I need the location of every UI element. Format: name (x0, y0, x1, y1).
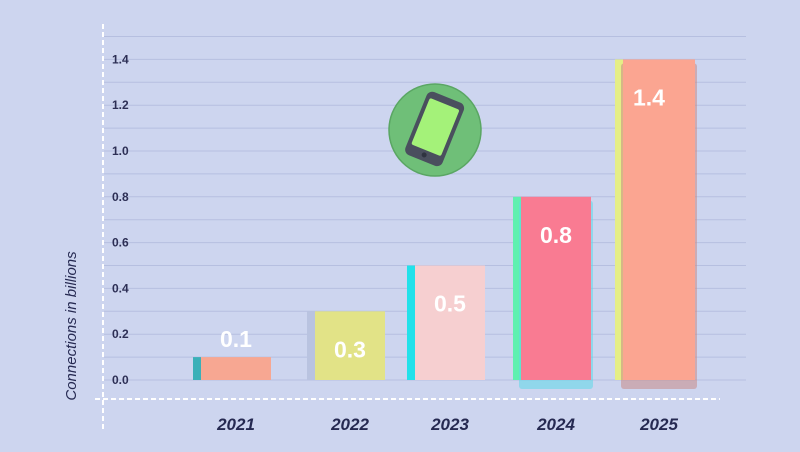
x-tick-label: 2023 (430, 415, 469, 434)
y-tick-label: 0.4 (112, 281, 129, 295)
bar (521, 196, 591, 380)
bar-accent (615, 59, 623, 381)
data-label: 0.1 (220, 326, 252, 352)
bar-accent (307, 311, 315, 380)
y-tick-label: 0.6 (112, 236, 129, 250)
bar-accent (193, 357, 201, 380)
y-tick-labels: 0.0 0.2 0.4 0.6 0.8 1.0 1.2 1.4 (112, 52, 129, 387)
data-label: 1.4 (633, 84, 665, 110)
bar (315, 311, 385, 380)
data-labels: 0.1 0.3 0.5 0.8 1.4 (220, 84, 665, 362)
bars (193, 59, 697, 390)
data-label: 0.5 (434, 291, 466, 317)
x-tick-label: 2021 (216, 415, 255, 434)
smartphone-icon (388, 83, 482, 177)
y-tick-label: 0.0 (112, 373, 129, 387)
x-tick-label: 2024 (536, 415, 575, 434)
y-tick-label: 0.8 (112, 190, 129, 204)
y-tick-label: 1.2 (112, 98, 129, 112)
x-tick-labels: 2021 2022 2023 2024 2025 (216, 415, 678, 434)
y-tick-label: 0.2 (112, 327, 129, 341)
bar-accent (407, 265, 415, 380)
x-tick-label: 2022 (330, 415, 369, 434)
bar (623, 59, 695, 381)
data-label: 0.8 (540, 222, 572, 248)
x-tick-label: 2025 (639, 415, 678, 434)
y-tick-label: 1.0 (112, 144, 129, 158)
bar-accent (513, 196, 521, 380)
y-axis-label: Connections in billions (63, 251, 80, 401)
data-label: 0.3 (334, 336, 366, 362)
bar (201, 357, 271, 380)
bar (415, 265, 485, 380)
y-tick-label: 1.4 (112, 52, 129, 66)
